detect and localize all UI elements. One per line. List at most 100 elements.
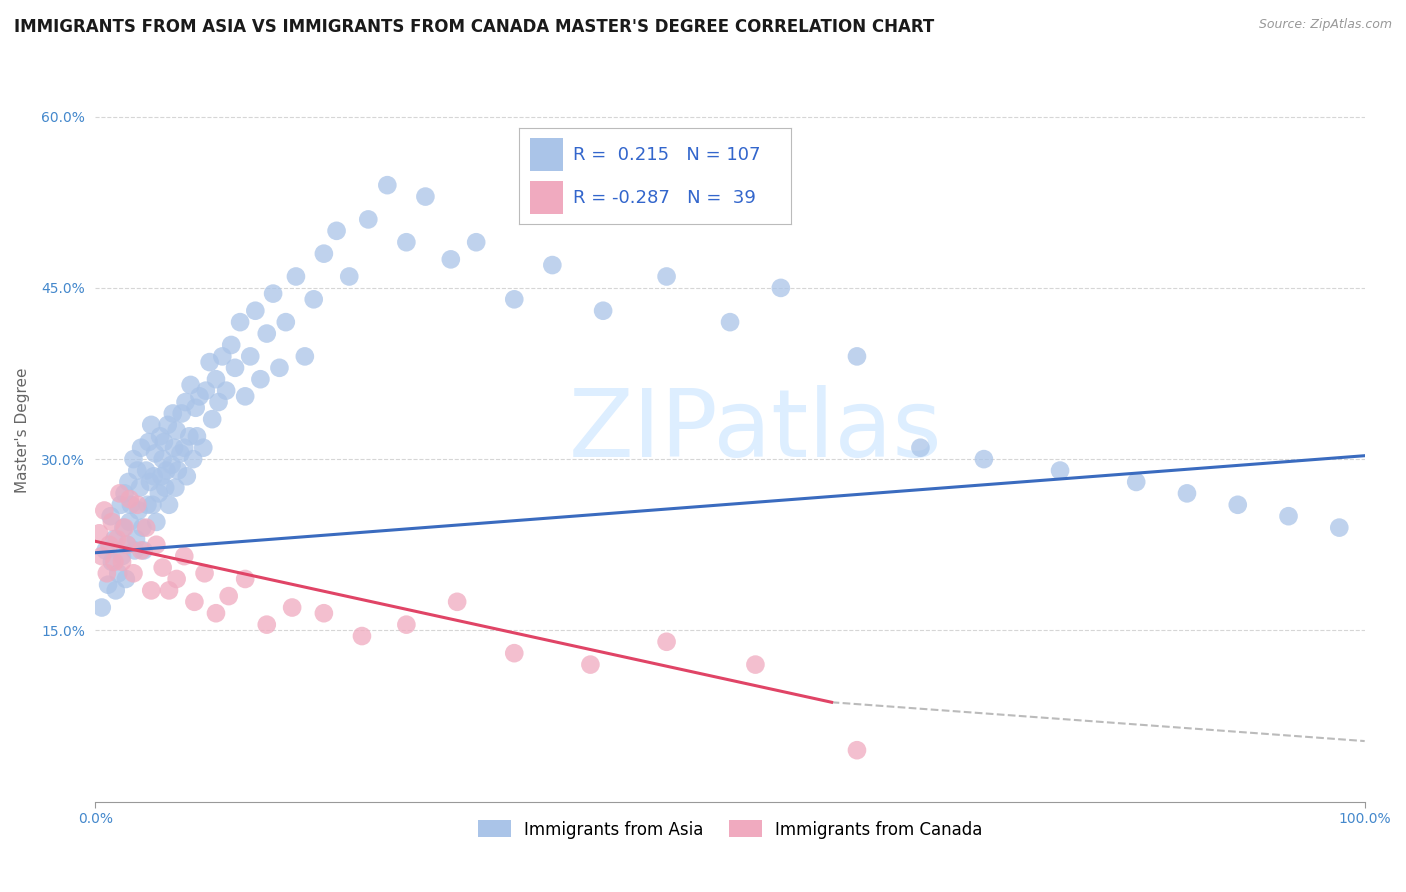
Point — [846, 743, 869, 757]
Point — [256, 617, 278, 632]
Point — [256, 326, 278, 341]
FancyBboxPatch shape — [530, 138, 562, 171]
Point — [655, 634, 678, 648]
Point — [98, 538, 121, 552]
Point — [142, 469, 165, 483]
Point — [157, 498, 180, 512]
Point — [337, 269, 360, 284]
Point — [120, 498, 142, 512]
Point — [170, 407, 193, 421]
Point — [245, 303, 267, 318]
Point — [180, 378, 202, 392]
Legend: Immigrants from Asia, Immigrants from Canada: Immigrants from Asia, Immigrants from Ca… — [471, 814, 990, 846]
Point — [229, 315, 252, 329]
Point — [135, 464, 157, 478]
Point — [262, 286, 284, 301]
Point — [181, 452, 204, 467]
Point — [127, 498, 149, 512]
Point — [166, 424, 188, 438]
Point — [97, 577, 120, 591]
Point — [101, 515, 124, 529]
Point — [141, 583, 163, 598]
Point — [744, 657, 766, 672]
Point — [111, 549, 134, 563]
Point — [218, 589, 240, 603]
Point — [135, 520, 157, 534]
Point — [89, 526, 111, 541]
Point — [174, 395, 197, 409]
Point — [188, 389, 211, 403]
Point — [269, 360, 291, 375]
Point — [108, 486, 131, 500]
Point — [415, 189, 437, 203]
Point — [395, 617, 418, 632]
Point — [138, 435, 160, 450]
Point — [973, 452, 995, 467]
Point — [122, 566, 145, 581]
Text: R =  0.215   N = 107: R = 0.215 N = 107 — [574, 145, 761, 163]
Point — [127, 464, 149, 478]
Text: ZIPatlas: ZIPatlas — [568, 384, 942, 476]
Point — [205, 372, 228, 386]
Point — [155, 464, 177, 478]
Point — [107, 566, 129, 581]
Point — [141, 498, 163, 512]
Point — [186, 429, 208, 443]
Point — [1049, 464, 1071, 478]
Text: IMMIGRANTS FROM ASIA VS IMMIGRANTS FROM CANADA MASTER'S DEGREE CORRELATION CHART: IMMIGRANTS FROM ASIA VS IMMIGRANTS FROM … — [14, 18, 935, 36]
Point — [118, 515, 141, 529]
Point — [176, 469, 198, 483]
Point — [169, 446, 191, 460]
Point — [183, 595, 205, 609]
Point — [503, 293, 526, 307]
Point — [165, 481, 187, 495]
Point — [143, 446, 166, 460]
Point — [103, 532, 125, 546]
Point — [211, 350, 233, 364]
Point — [219, 338, 242, 352]
Point — [148, 486, 170, 500]
Point — [104, 583, 127, 598]
Point — [173, 549, 195, 563]
Point — [1125, 475, 1147, 489]
Point — [118, 492, 141, 507]
Point — [769, 281, 792, 295]
Point — [375, 178, 398, 193]
Point — [152, 452, 174, 467]
Point — [207, 395, 229, 409]
Point — [541, 258, 564, 272]
Text: R = -0.287   N =  39: R = -0.287 N = 39 — [574, 189, 756, 207]
FancyBboxPatch shape — [530, 181, 562, 214]
Point — [1175, 486, 1198, 500]
Point — [167, 464, 190, 478]
Point — [153, 435, 176, 450]
Point — [592, 303, 614, 318]
Point — [90, 549, 112, 563]
Point — [1226, 498, 1249, 512]
Point — [136, 498, 159, 512]
Point — [718, 315, 741, 329]
Y-axis label: Master's Degree: Master's Degree — [15, 368, 30, 493]
Point — [157, 583, 180, 598]
Point — [128, 503, 150, 517]
Point — [93, 503, 115, 517]
Point — [294, 350, 316, 364]
Point — [325, 224, 347, 238]
Point — [145, 538, 167, 552]
Point — [198, 355, 221, 369]
Point — [128, 481, 150, 495]
Point — [90, 600, 112, 615]
Point — [312, 246, 335, 260]
Point — [139, 475, 162, 489]
Point — [112, 520, 135, 534]
Point — [162, 407, 184, 421]
Point — [101, 555, 124, 569]
Point — [179, 429, 201, 443]
Point — [94, 543, 117, 558]
Point — [149, 429, 172, 443]
Point — [103, 555, 125, 569]
Point — [194, 384, 217, 398]
Point — [446, 595, 468, 609]
Point — [284, 269, 307, 284]
Point — [184, 401, 207, 415]
